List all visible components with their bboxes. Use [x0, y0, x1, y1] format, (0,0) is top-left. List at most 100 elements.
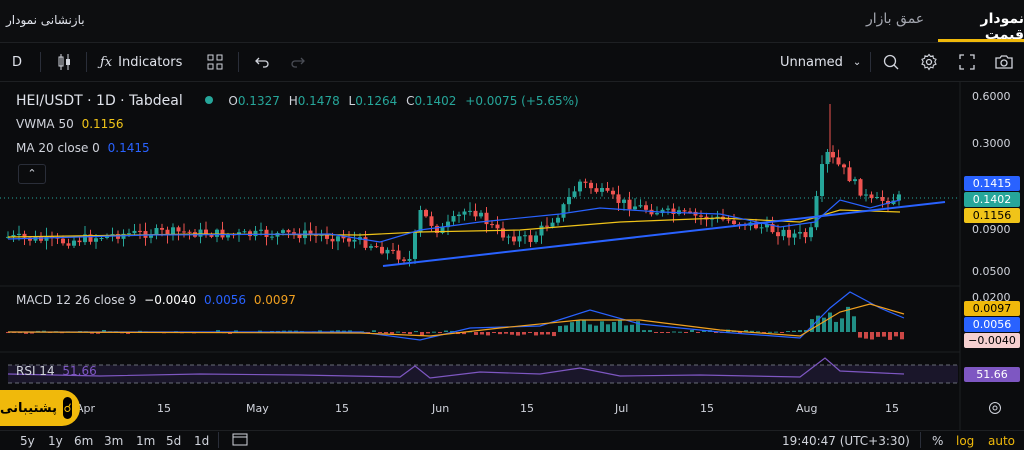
date-range-button[interactable]: [232, 432, 248, 449]
macd-tick: 0.0200: [972, 291, 1011, 304]
log-toggle[interactable]: log: [956, 434, 975, 448]
macd-bar: [24, 332, 28, 334]
support-button[interactable]: ☌ پشتیبانی: [0, 390, 80, 426]
macd-bar: [516, 332, 520, 336]
macd-bar: [642, 330, 646, 332]
macd-bar: [690, 329, 694, 332]
candle-body: [6, 236, 10, 238]
candle-body: [523, 235, 527, 237]
range-6m[interactable]: 6m: [74, 434, 94, 448]
macd-bar: [660, 332, 664, 333]
range-5d[interactable]: 5d: [166, 434, 182, 448]
macd-legend[interactable]: MACD 12 26 close 9 −0.0040 0.0056 0.0097: [16, 293, 296, 307]
fullscreen-icon: [959, 54, 975, 70]
candle-body: [418, 210, 423, 232]
price-tick: 0.3000: [972, 137, 1011, 150]
range-3m[interactable]: 3m: [104, 434, 124, 448]
candle-body: [182, 231, 186, 233]
chart-area[interactable]: HEI/USDT · 1D · Tabdeal O0.1327 H0.1478 …: [0, 82, 1024, 430]
candle-body: [556, 217, 560, 223]
interval-button[interactable]: D: [12, 43, 22, 81]
range-1y[interactable]: 1y: [48, 434, 63, 448]
range-1d[interactable]: 1d: [194, 434, 210, 448]
rsi-line: [7, 357, 905, 379]
toolbar-divider: [238, 52, 239, 72]
candle-body: [567, 196, 571, 205]
macd-bar: [696, 332, 700, 333]
macd-bar: [618, 320, 622, 332]
macd-bar: [546, 332, 550, 335]
candle-body: [110, 234, 115, 236]
candle-body: [380, 246, 384, 254]
candle-body: [72, 240, 76, 246]
macd-bar: [420, 332, 424, 336]
layouts-button[interactable]: [206, 43, 224, 81]
quick-search-button[interactable]: [882, 43, 900, 81]
close-value: 0.1402: [414, 94, 457, 108]
macd-bar: [828, 312, 832, 332]
candle-body: [165, 229, 170, 235]
scale-settings-button[interactable]: [988, 400, 1002, 419]
range-5y[interactable]: 5y: [20, 434, 35, 448]
layout-name-dropdown[interactable]: Unnamed ⌄: [780, 43, 861, 81]
ma-legend[interactable]: MA 20 close 0 0.1415: [16, 141, 150, 155]
target-icon: [989, 402, 1001, 414]
auto-toggle[interactable]: auto: [988, 434, 1016, 448]
change-value: +0.0075 (+5.65%): [465, 94, 579, 108]
candle-body: [39, 236, 43, 241]
macd-bar: [822, 317, 826, 332]
macd-bar: [624, 325, 628, 332]
redo-button[interactable]: [290, 43, 306, 81]
candle-body: [715, 216, 720, 219]
candle-body: [754, 222, 758, 229]
gear-icon: [921, 53, 937, 71]
candle-body: [726, 219, 731, 221]
candle-body: [545, 225, 549, 227]
candle-body: [248, 231, 252, 237]
candle-body: [803, 232, 808, 238]
ma-value: 0.1415: [107, 141, 150, 155]
candle-body: [22, 233, 27, 238]
candles-icon: [58, 54, 70, 70]
reset-chart-link[interactable]: بازنشانی نمودار: [6, 13, 85, 27]
range-1m[interactable]: 1m: [136, 434, 156, 448]
ma-price-badge: 0.1415: [964, 176, 1020, 191]
candle-body: [226, 234, 230, 238]
trendline-drawing[interactable]: [382, 201, 946, 267]
candle-body: [671, 208, 676, 215]
tab-market-depth[interactable]: عمق بازار: [866, 11, 925, 27]
candle-body: [187, 231, 192, 233]
candle-body: [820, 164, 824, 197]
time-tick: 15: [885, 402, 899, 415]
candle-body: [297, 233, 302, 239]
candle-body: [363, 237, 368, 248]
percent-toggle[interactable]: %: [932, 434, 944, 448]
macd-bar: [504, 332, 508, 334]
rsi-badge: 51.66: [964, 367, 1020, 382]
clock-label[interactable]: 19:40:47 (UTC+3:30): [782, 434, 910, 448]
candle-body: [501, 228, 505, 238]
fullscreen-button[interactable]: [958, 43, 976, 81]
macd-bar: [492, 332, 496, 333]
macd-bar: [750, 330, 754, 332]
macd-bar: [396, 331, 400, 333]
vwma-legend[interactable]: VWMA 50 0.1156: [16, 117, 124, 131]
macd-bar: [96, 332, 100, 334]
vwma-price-badge: 0.1156: [964, 208, 1020, 223]
settings-button[interactable]: [920, 43, 938, 81]
time-tick: 15: [157, 402, 171, 415]
candle-body: [429, 216, 434, 226]
snapshot-button[interactable]: [994, 43, 1014, 81]
rsi-legend[interactable]: RSI 14 51.66: [16, 364, 97, 378]
macd-bar: [528, 332, 532, 333]
macd-bar: [672, 331, 676, 333]
collapse-legend-button[interactable]: ⌃: [18, 164, 46, 184]
chart-canvas[interactable]: [0, 82, 1024, 430]
chart-type-button[interactable]: [56, 43, 74, 81]
chevron-down-icon: ⌄: [852, 56, 862, 68]
indicators-button[interactable]: ƒx Indicators: [100, 43, 182, 81]
macd-histogram-value: −0.0040: [144, 293, 197, 307]
candle-body: [286, 230, 291, 233]
undo-button[interactable]: [254, 43, 270, 81]
candle-body: [611, 190, 615, 195]
